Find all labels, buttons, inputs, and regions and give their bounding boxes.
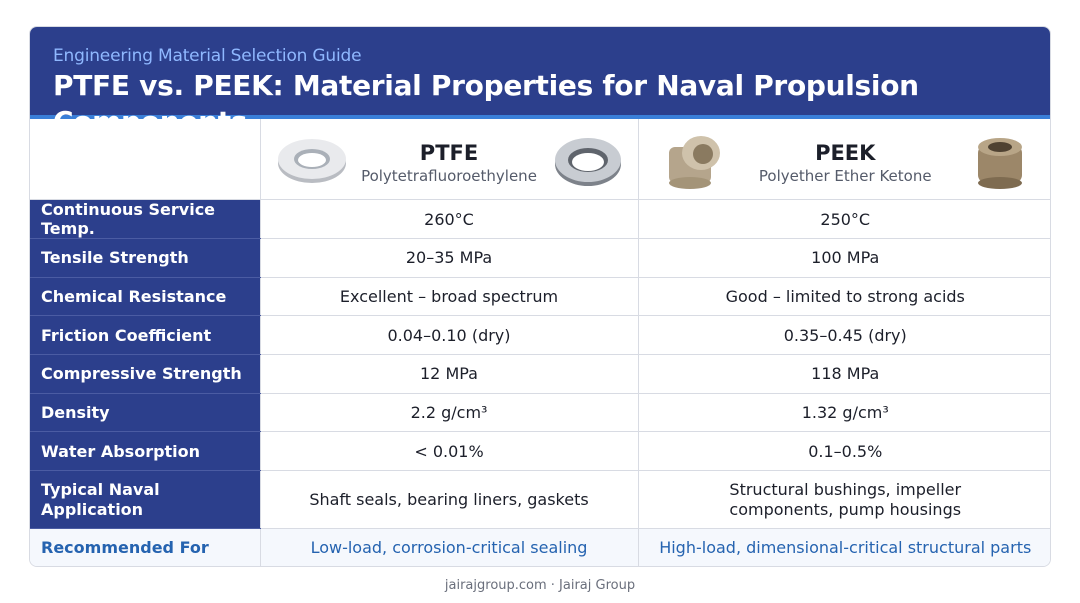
table-row: Continuous Service Temp. 260°C 250°C [30, 199, 1050, 239]
property-label: Continuous Service Temp. [30, 199, 261, 239]
peek-name: PEEK [815, 141, 876, 165]
ptfe-value: Excellent – broad spectrum [260, 277, 639, 317]
ptfe-value: 20–35 MPa [260, 238, 639, 278]
ptfe-ring-image-right [554, 138, 621, 186]
ptfe-value: 0.04–0.10 (dry) [260, 315, 639, 356]
footer-credit: jairajgroup.com · Jairaj Group [444, 578, 636, 593]
recommended-label: Recommended For [30, 528, 261, 566]
property-label: Density [30, 393, 261, 433]
peek-bushing-image-right [978, 138, 1022, 189]
peek-value: 1.32 g/cm³ [638, 393, 1050, 433]
peek-bushing-image-left [668, 136, 720, 189]
peek-value: 0.35–0.45 (dry) [638, 315, 1050, 356]
table-row: Compressive Strength 12 MPa 118 MPa [30, 354, 1050, 394]
property-label: Chemical Resistance [30, 277, 261, 317]
peek-value: 0.1–0.5% [638, 431, 1050, 472]
property-label: Typical Naval Application [30, 470, 261, 530]
ptfe-value: 2.2 g/cm³ [260, 393, 639, 433]
ptfe-value: Shaft seals, bearing liners, gaskets [260, 470, 639, 530]
ptfe-value: < 0.01% [260, 431, 639, 472]
peek-value: 118 MPa [638, 354, 1050, 394]
ptfe-full-name: Polytetrafluoroethylene [361, 167, 537, 185]
ptfe-value: 260°C [260, 199, 639, 239]
material-header-row: PTFE Polytetrafluoroethylene [30, 119, 1050, 200]
comparison-card: Engineering Material Selection Guide PTF… [29, 26, 1051, 567]
peek-recommendation: High-load, dimensional-critical structur… [638, 528, 1050, 566]
page-title: PTFE vs. PEEK: Material Properties for N… [53, 69, 919, 138]
property-label: Water Absorption [30, 431, 261, 472]
peek-value: 250°C [638, 199, 1050, 239]
property-label: Tensile Strength [30, 238, 261, 278]
peek-value: Good – limited to strong acids [638, 277, 1050, 317]
properties-table: PTFE Polytetrafluoroethylene [30, 119, 1050, 566]
peek-value: 100 MPa [638, 238, 1050, 278]
table-row: Density 2.2 g/cm³ 1.32 g/cm³ [30, 393, 1050, 433]
property-label: Friction Coefficient [30, 315, 261, 356]
table-row: Typical Naval Application Shaft seals, b… [30, 470, 1050, 530]
guide-subtitle: Engineering Material Selection Guide [53, 46, 362, 66]
table-row: Chemical Resistance Excellent – broad sp… [30, 277, 1050, 317]
peek-value: Structural bushings, impeller components… [638, 470, 1050, 530]
header-blank-cell [30, 119, 261, 200]
peek-full-name: Polyether Ether Ketone [758, 167, 932, 185]
table-row: Tensile Strength 20–35 MPa 100 MPa [30, 238, 1050, 278]
ptfe-value: 12 MPa [260, 354, 639, 394]
ptfe-recommendation: Low-load, corrosion-critical sealing [260, 528, 639, 566]
header-banner: Engineering Material Selection Guide PTF… [30, 27, 1050, 138]
peek-header-cell: PEEK Polyether Ether Ketone [638, 119, 1050, 200]
ptfe-header-cell: PTFE Polytetrafluoroethylene [260, 119, 639, 200]
ptfe-ring-image-left [277, 139, 346, 183]
table-row: Water Absorption < 0.01% 0.1–0.5% [30, 431, 1050, 472]
property-label: Compressive Strength [30, 354, 261, 394]
ptfe-name: PTFE [419, 141, 479, 165]
recommended-row: Recommended For Low-load, corrosion-crit… [30, 528, 1050, 566]
table-row: Friction Coefficient 0.04–0.10 (dry) 0.3… [30, 315, 1050, 356]
